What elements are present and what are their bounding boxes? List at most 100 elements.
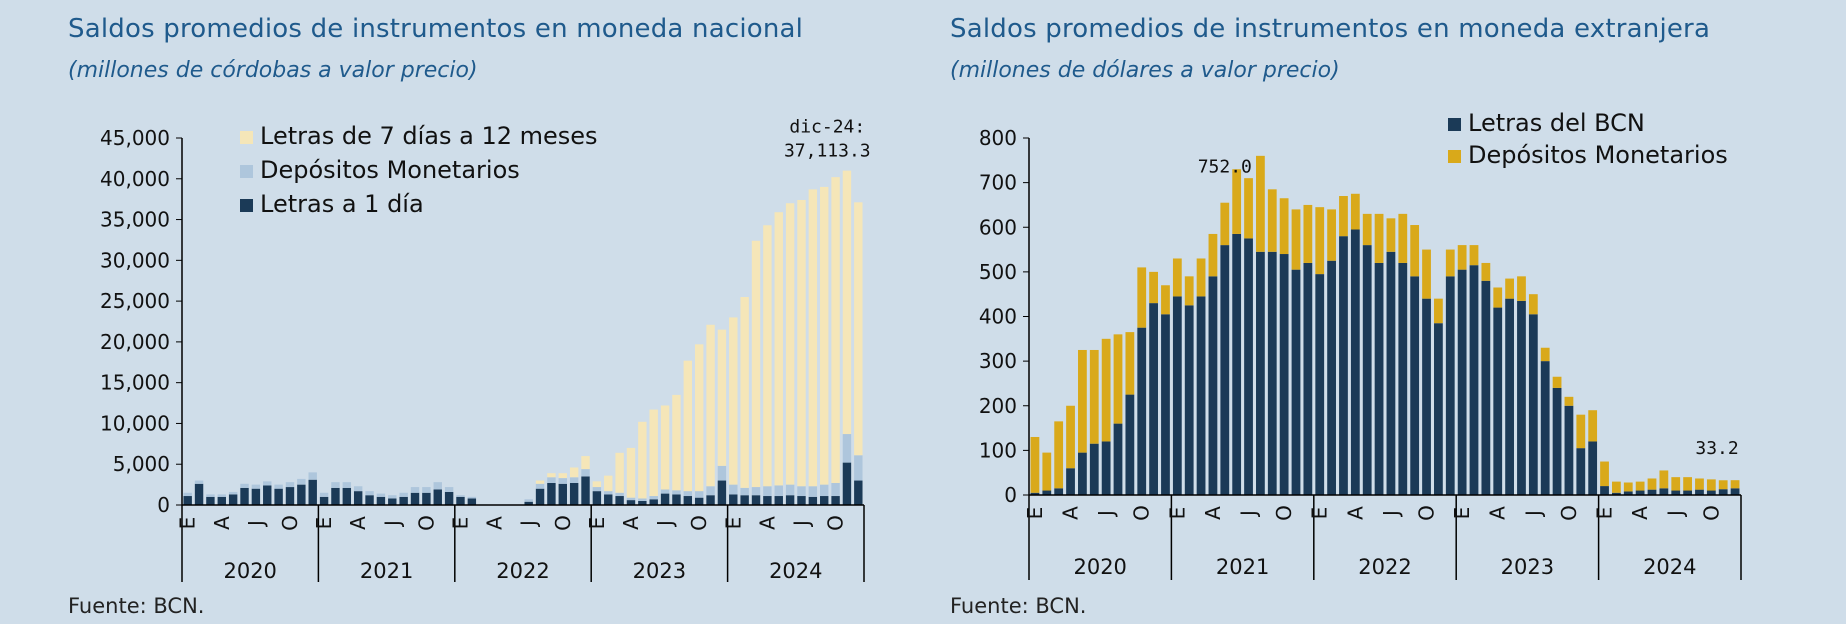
month-label: E [1450, 507, 1474, 520]
bar-segment [388, 498, 397, 505]
bar-segment [1113, 334, 1123, 424]
bar-segment [626, 500, 636, 505]
bar-segment [467, 496, 477, 499]
bar-segment [729, 484, 738, 495]
month-label: J [1379, 510, 1403, 518]
bar-segment [422, 487, 431, 493]
month-label: O [414, 515, 438, 531]
bar-segment [1256, 251, 1265, 495]
bar-segment [706, 495, 715, 505]
bar-segment [1552, 387, 1562, 495]
bar-segment [1125, 332, 1135, 395]
bar-segment [751, 495, 761, 505]
bar-segment [217, 494, 226, 497]
bar-segment [1054, 421, 1064, 489]
bar-segment [285, 482, 295, 488]
bar-segment [820, 496, 829, 505]
bar-segment [1659, 470, 1669, 489]
legend-label: Letras de 7 días a 12 meses [260, 122, 598, 150]
bar-segment [1576, 414, 1586, 449]
bar-segment [717, 465, 727, 481]
bar-segment [660, 493, 670, 505]
bar-segment [751, 240, 761, 488]
month-label: O [1130, 505, 1154, 521]
bar-segment [206, 496, 215, 505]
bar-segment [1137, 327, 1147, 495]
bar-segment [547, 473, 556, 478]
month-label: A [1628, 506, 1652, 520]
month-label: A [1486, 506, 1510, 520]
bar-segment [1600, 461, 1609, 487]
month-label: J [1521, 510, 1545, 518]
bar-segment [763, 496, 772, 505]
month-label: E [176, 517, 200, 530]
month-label: O [551, 515, 575, 531]
month-label: A [210, 516, 234, 530]
bar-segment [1528, 294, 1538, 315]
month-label: J [789, 520, 813, 528]
bar-segment [854, 202, 863, 456]
bar-segment [194, 483, 204, 505]
month-label: O [824, 515, 848, 531]
y-tick-label: 500 [979, 260, 1017, 284]
bar-segment [1339, 196, 1348, 237]
bar-segment [604, 494, 613, 505]
bar-segment [274, 488, 283, 505]
bar-segment [1386, 218, 1396, 252]
bar-segment [785, 203, 795, 485]
month-label: O [1557, 505, 1581, 521]
bar-segment [1030, 436, 1040, 493]
bar-segment [524, 499, 533, 502]
bar-segment [1434, 298, 1443, 324]
bar-segment [626, 447, 636, 498]
bar-segment [410, 492, 420, 505]
bar-segment [1706, 479, 1716, 491]
bar-segment [808, 486, 818, 497]
y-tick-label: 20,000 [100, 330, 170, 354]
bar-segment [1208, 276, 1218, 495]
bar-segment [228, 491, 238, 495]
bar-segment [456, 495, 465, 497]
month-label: O [278, 515, 302, 531]
y-tick-label: 10,000 [100, 411, 170, 435]
bar-segment [1469, 265, 1479, 495]
bar-segment [797, 496, 806, 505]
bar-segment [729, 317, 738, 485]
y-tick-label: 40,000 [100, 167, 170, 191]
y-tick-label: 300 [979, 349, 1017, 373]
bar-segment [1706, 490, 1716, 495]
month-label: J [244, 520, 268, 528]
month-label: J [517, 520, 541, 528]
annotation-value: 752.0 [1198, 157, 1252, 178]
bar-segment [456, 496, 465, 505]
bar-segment [1410, 225, 1420, 277]
bar-segment [842, 434, 852, 463]
bar-segment [1042, 452, 1052, 491]
bar-segment [251, 488, 261, 505]
year-label: 2020 [223, 559, 276, 583]
chart-title: Saldos promedios de instrumentos en mone… [950, 14, 1711, 44]
bar-segment [1469, 245, 1479, 266]
bar-segment [592, 487, 602, 492]
bar-segment [342, 487, 352, 505]
chart-subtitle: (millones de dólares a valor precio) [950, 58, 1340, 83]
month-label: E [585, 517, 609, 530]
bar-segment [1279, 254, 1289, 495]
bar-segment [1030, 492, 1040, 495]
bar-segment [785, 495, 795, 505]
bar-segment [638, 500, 647, 505]
bar-segment [615, 496, 624, 505]
bar-segment [1374, 262, 1384, 495]
bar-segment [1517, 300, 1526, 495]
bar-segment [1457, 245, 1467, 270]
bar-segment [1089, 443, 1099, 495]
bar-segment [581, 476, 590, 505]
bar-segment [558, 478, 567, 484]
bar-segment [547, 477, 556, 483]
bar-segment [1196, 296, 1206, 495]
panel-moneda-extranjera: Saldos promedios de instrumentos en mone… [940, 0, 1846, 624]
y-tick-label: 400 [979, 305, 1017, 329]
bar-segment [1315, 274, 1325, 495]
bar-segment [1161, 314, 1170, 495]
bar-segment [1196, 258, 1206, 297]
